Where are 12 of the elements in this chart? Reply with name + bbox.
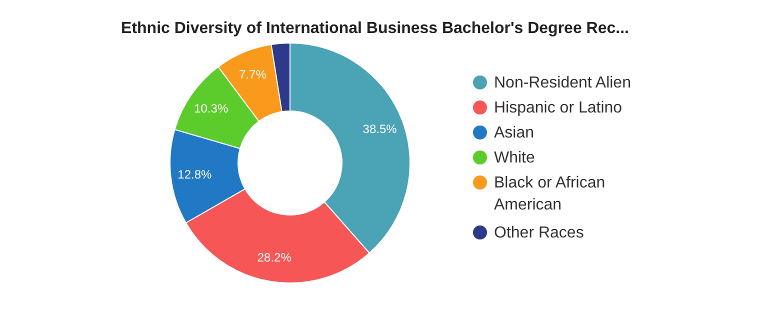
legend-label: Other Races bbox=[494, 224, 584, 242]
data-label: 38.5% bbox=[362, 122, 398, 136]
data-label: 10.3% bbox=[194, 101, 228, 116]
legend-label: Hispanic or Latino bbox=[494, 100, 622, 116]
data-label: 7.7% bbox=[239, 68, 267, 82]
legend-label: Black or African American bbox=[494, 174, 606, 214]
legend-label: Asian bbox=[494, 124, 534, 142]
chart-title: Ethnic Diversity of International Business Bachelor's Degree Rec... bbox=[121, 20, 629, 37]
legend-label: Non-Resident Alien bbox=[494, 74, 631, 92]
data-label: 12.8% bbox=[178, 167, 212, 182]
data-label: 28.2% bbox=[257, 250, 292, 265]
legend-label: White bbox=[494, 150, 535, 166]
